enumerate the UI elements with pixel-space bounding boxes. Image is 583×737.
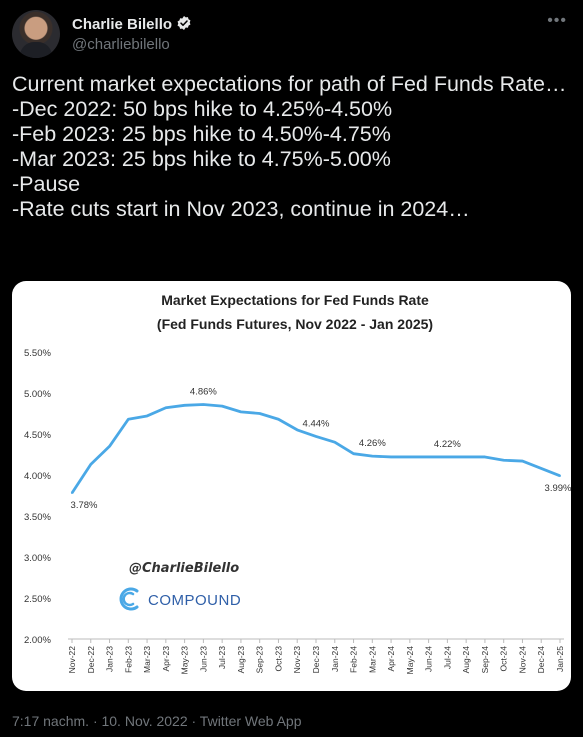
y-axis: 5.50% 5.00% 4.50% 4.00% 3.50% 3.00% 2.50% 2.00% — [24, 348, 51, 646]
x-tick-label: Dec-23 — [311, 646, 321, 674]
data-point — [521, 460, 524, 463]
data-point — [183, 404, 186, 407]
y-tick-label: 5.00% — [24, 389, 51, 400]
x-tick-label: Nov-22 — [67, 646, 77, 674]
x-tick-label: Dec-22 — [86, 646, 96, 674]
data-point — [127, 418, 130, 421]
x-tick-label: Jul-24 — [442, 646, 452, 669]
user-handle[interactable]: @charliebilello — [72, 36, 170, 53]
x-tick-label: Mar-23 — [142, 646, 152, 673]
tweet-timestamp[interactable]: 7:17 nachm. · 10. Nov. 2022 · Twitter We… — [12, 713, 302, 729]
fed-funds-chart: Market Expectations for Fed Funds Rate (… — [24, 292, 571, 675]
x-tick-label: Sep-24 — [480, 646, 490, 674]
data-label: 4.86% — [190, 386, 217, 397]
data-point — [427, 455, 430, 458]
x-tick-label: Apr-24 — [386, 646, 396, 672]
x-tick-label: Oct-23 — [273, 646, 283, 672]
y-tick-label: 3.50% — [24, 512, 51, 523]
x-tick-label: Jul-23 — [217, 646, 227, 669]
data-label: 3.78% — [71, 500, 98, 511]
more-icon[interactable]: ••• — [547, 12, 567, 29]
x-tick-label: Feb-24 — [349, 646, 359, 673]
data-point — [277, 418, 280, 421]
data-point — [296, 428, 299, 431]
watermark-brand: COMPOUND — [148, 592, 241, 609]
x-tick-label: Aug-24 — [461, 646, 471, 674]
y-tick-label: 5.50% — [24, 348, 51, 359]
data-point — [465, 455, 468, 458]
x-tick-label: Jan-25 — [555, 646, 565, 672]
x-tick-label: Apr-23 — [161, 646, 171, 672]
display-name[interactable]: Charlie Bilello — [72, 15, 192, 33]
data-point — [483, 455, 486, 458]
data-point — [89, 463, 92, 466]
data-point — [352, 452, 355, 455]
x-tick-label: Jan-24 — [330, 646, 340, 672]
data-point — [371, 455, 374, 458]
y-tick-label: 2.50% — [24, 594, 51, 605]
x-tick-label: Nov-24 — [517, 646, 527, 674]
plot-area: 3.78% 4.86% 4.44% 4.26% 4.22% 3.99% — [71, 386, 571, 511]
data-point — [108, 445, 111, 448]
data-point — [502, 459, 505, 462]
compound-logo-icon — [119, 587, 139, 611]
data-point — [146, 414, 149, 417]
data-point — [202, 403, 205, 406]
tweet-text: Current market expectations for path of … — [12, 72, 567, 221]
chart-subtitle: (Fed Funds Futures, Nov 2022 - Jan 2025) — [157, 316, 433, 332]
x-tick-label: Aug-23 — [236, 646, 246, 674]
data-point — [239, 410, 242, 413]
x-tick-label: Oct-24 — [499, 646, 509, 672]
data-point — [164, 406, 167, 409]
chart-image[interactable]: Market Expectations for Fed Funds Rate (… — [12, 281, 571, 691]
data-label: 4.22% — [434, 439, 461, 450]
y-tick-label: 2.00% — [24, 635, 51, 646]
x-tick-label: Dec-24 — [536, 646, 546, 674]
watermark-handle: @CharlieBilello — [129, 561, 239, 576]
data-point — [390, 455, 393, 458]
data-point — [333, 441, 336, 444]
x-tick-label: Jan-23 — [105, 646, 115, 672]
x-tick-label: Mar-24 — [367, 646, 377, 673]
x-tick-label: May-23 — [180, 646, 190, 675]
data-label: 4.44% — [303, 418, 330, 429]
data-label: 3.99% — [545, 483, 571, 494]
y-tick-label: 4.00% — [24, 471, 51, 482]
x-tick-label: Sep-23 — [255, 646, 265, 674]
data-point — [446, 455, 449, 458]
data-point — [559, 474, 561, 477]
x-tick-label: Nov-23 — [292, 646, 302, 674]
x-tick-label: May-24 — [405, 646, 415, 675]
verified-badge-icon — [177, 16, 191, 30]
data-point — [71, 492, 73, 495]
display-name-text[interactable]: Charlie Bilello — [72, 16, 173, 33]
x-axis: Nov-22 Dec-22 Jan-23 Feb-23 Mar-23 Apr-23 May-… — [67, 638, 565, 675]
tweet-header: Charlie Bilello @charliebilello ••• — [12, 10, 571, 58]
y-tick-label: 3.00% — [24, 553, 51, 564]
x-tick-label: Jun-23 — [198, 646, 208, 672]
avatar[interactable] — [12, 10, 60, 58]
x-tick-label: Jun-24 — [424, 646, 434, 672]
y-tick-label: 4.50% — [24, 430, 51, 441]
chart-title: Market Expectations for Fed Funds Rate — [161, 292, 429, 308]
data-point — [221, 405, 224, 408]
data-label: 4.26% — [359, 438, 386, 449]
x-tick-label: Feb-23 — [123, 646, 133, 673]
data-point — [540, 467, 543, 470]
data-point — [315, 435, 317, 438]
data-point — [258, 412, 261, 415]
data-point — [408, 455, 411, 458]
